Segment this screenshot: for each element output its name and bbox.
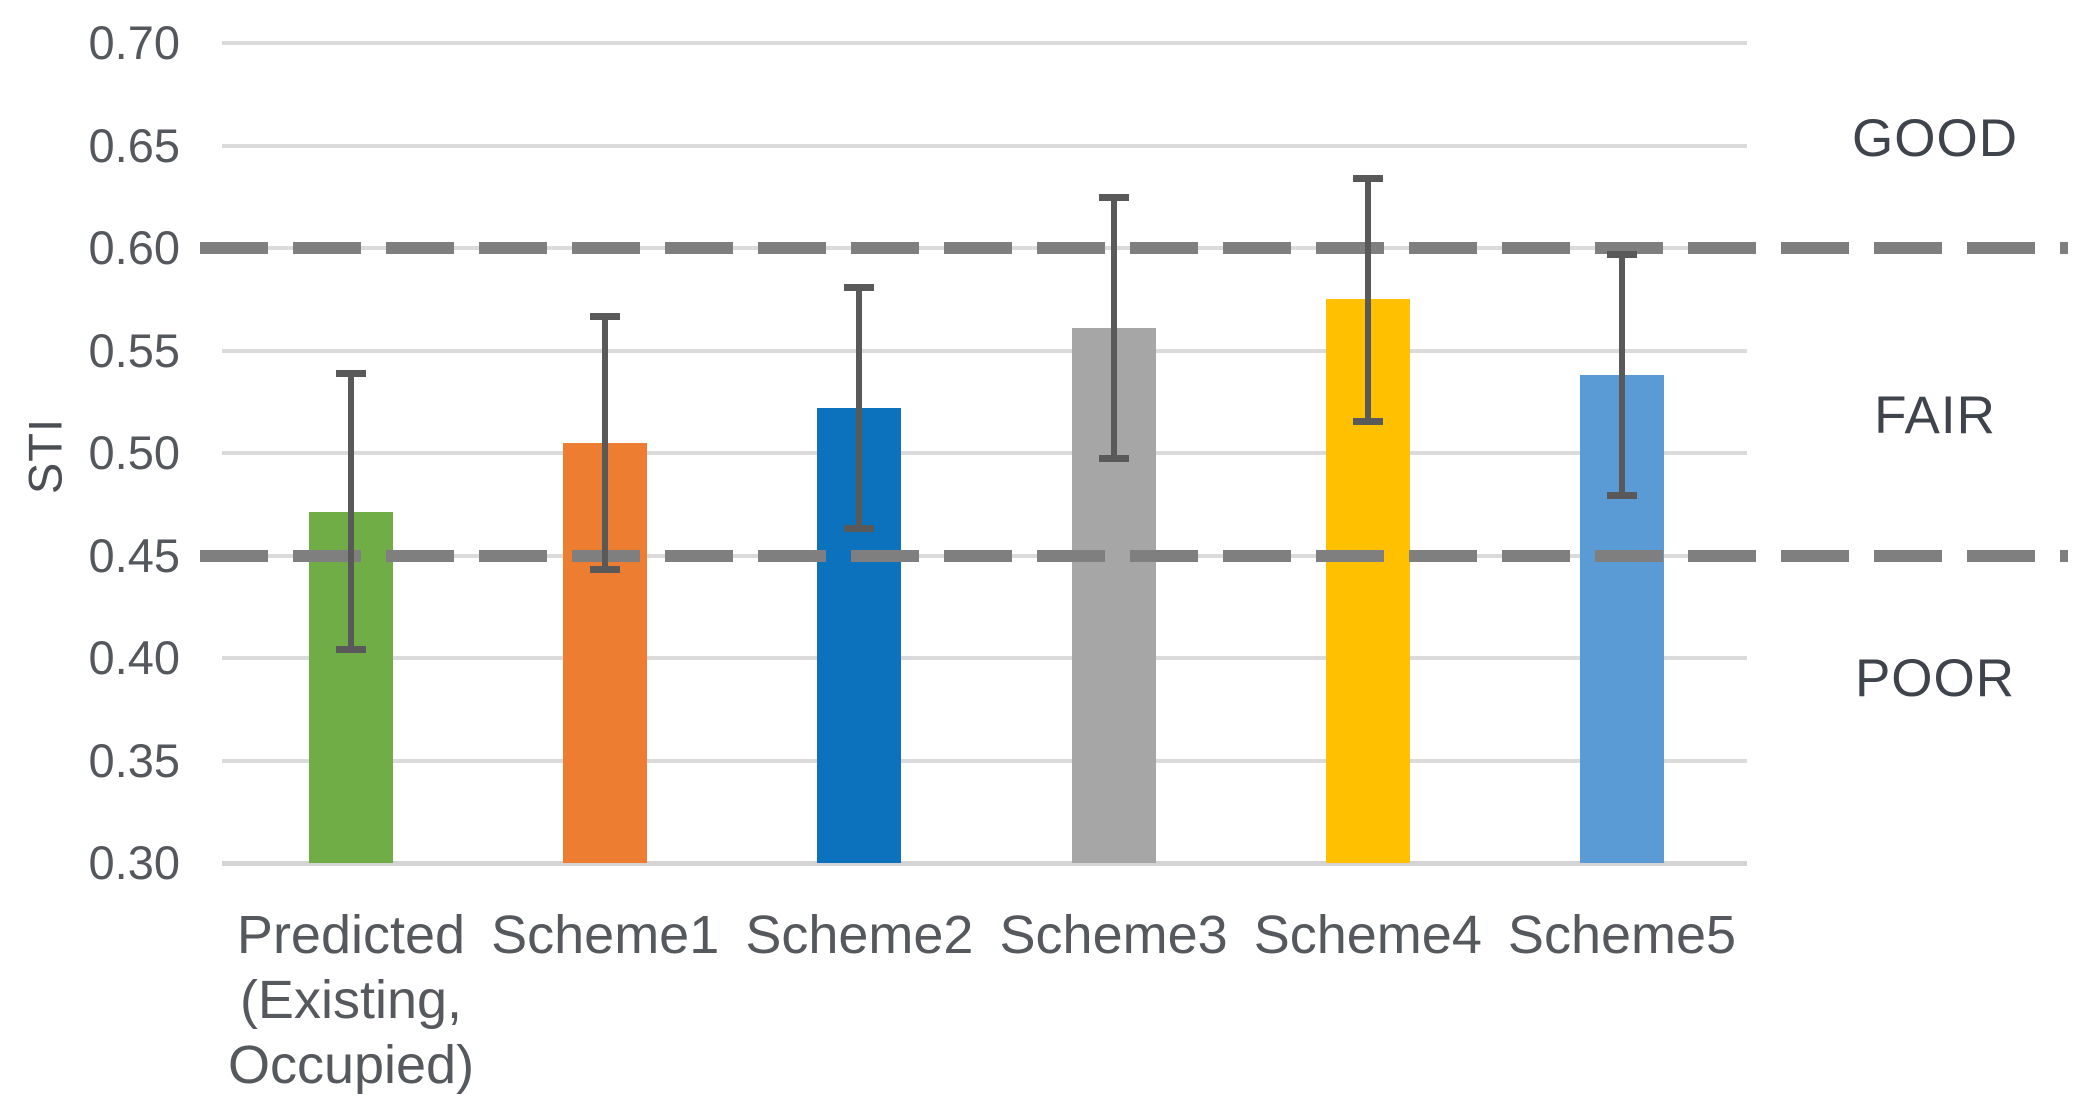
- y-tick-0.55: 0.55: [88, 323, 180, 377]
- y-tick-0.35: 0.35: [88, 733, 180, 787]
- error-bar-cap-top-scheme1: [590, 312, 621, 320]
- gridline-0.55: [222, 348, 1747, 353]
- error-bar-stem-scheme2: [856, 286, 863, 529]
- y-tick-0.50: 0.50: [88, 426, 180, 479]
- zone-label-good: GOOD: [1852, 109, 2018, 169]
- threshold-line-0.45: [200, 549, 2068, 562]
- gridline-0.70: [222, 41, 1747, 45]
- error-bar-stem-scheme1: [602, 315, 609, 570]
- x-label-scheme5: Scheme5: [1507, 905, 1737, 965]
- error-bar-stem-scheme3: [1110, 196, 1117, 460]
- error-bar-cap-bottom-scheme4: [1352, 418, 1383, 426]
- x-label-scheme4: Scheme4: [1253, 905, 1482, 965]
- error-bar-stem-scheme5: [1619, 254, 1625, 497]
- y-tick-0.45: 0.45: [88, 528, 180, 582]
- x-label-scheme3: Scheme3: [999, 905, 1228, 965]
- error-bar-cap-top-scheme4: [1352, 175, 1383, 183]
- error-bar-stem-scheme4: [1364, 178, 1371, 423]
- error-bar-cap-bottom-scheme2: [844, 524, 875, 532]
- error-bar-cap-top-scheme5: [1607, 251, 1637, 259]
- gridline-0.50: [222, 451, 1747, 455]
- gridline-0.65: [222, 143, 1747, 148]
- y-tick-0.60: 0.60: [88, 221, 180, 274]
- y-tick-0.70: 0.70: [88, 16, 180, 69]
- x-axis-line: [222, 861, 1747, 866]
- x-label-scheme2: Scheme2: [745, 905, 974, 965]
- error-bar-cap-bottom-scheme3: [1098, 455, 1129, 463]
- y-tick-0.65: 0.65: [88, 118, 180, 172]
- error-bar-cap-bottom-scheme1: [590, 565, 621, 573]
- x-label-predicted-existing-occupied: Predicted (Existing, Occupied): [227, 905, 475, 1095]
- zone-label-fair: FAIR: [1874, 386, 1996, 446]
- error-bar-cap-top-predicted-existing-occupied: [336, 370, 366, 378]
- y-tick-0.30: 0.30: [88, 836, 180, 889]
- x-label-scheme1: Scheme1: [491, 905, 720, 965]
- error-bar-cap-top-scheme3: [1098, 193, 1129, 201]
- gridline-0.35: [222, 758, 1747, 763]
- error-bar-cap-bottom-predicted-existing-occupied: [336, 645, 366, 653]
- zone-label-poor: POOR: [1854, 648, 2016, 708]
- threshold-line-0.60: [200, 242, 2068, 254]
- gridline-0.40: [222, 656, 1747, 660]
- error-bar-stem-predicted-existing-occupied: [348, 373, 354, 650]
- error-bar-cap-top-scheme2: [844, 283, 875, 291]
- error-bar-cap-bottom-scheme5: [1607, 492, 1637, 500]
- y-tick-0.40: 0.40: [88, 631, 180, 684]
